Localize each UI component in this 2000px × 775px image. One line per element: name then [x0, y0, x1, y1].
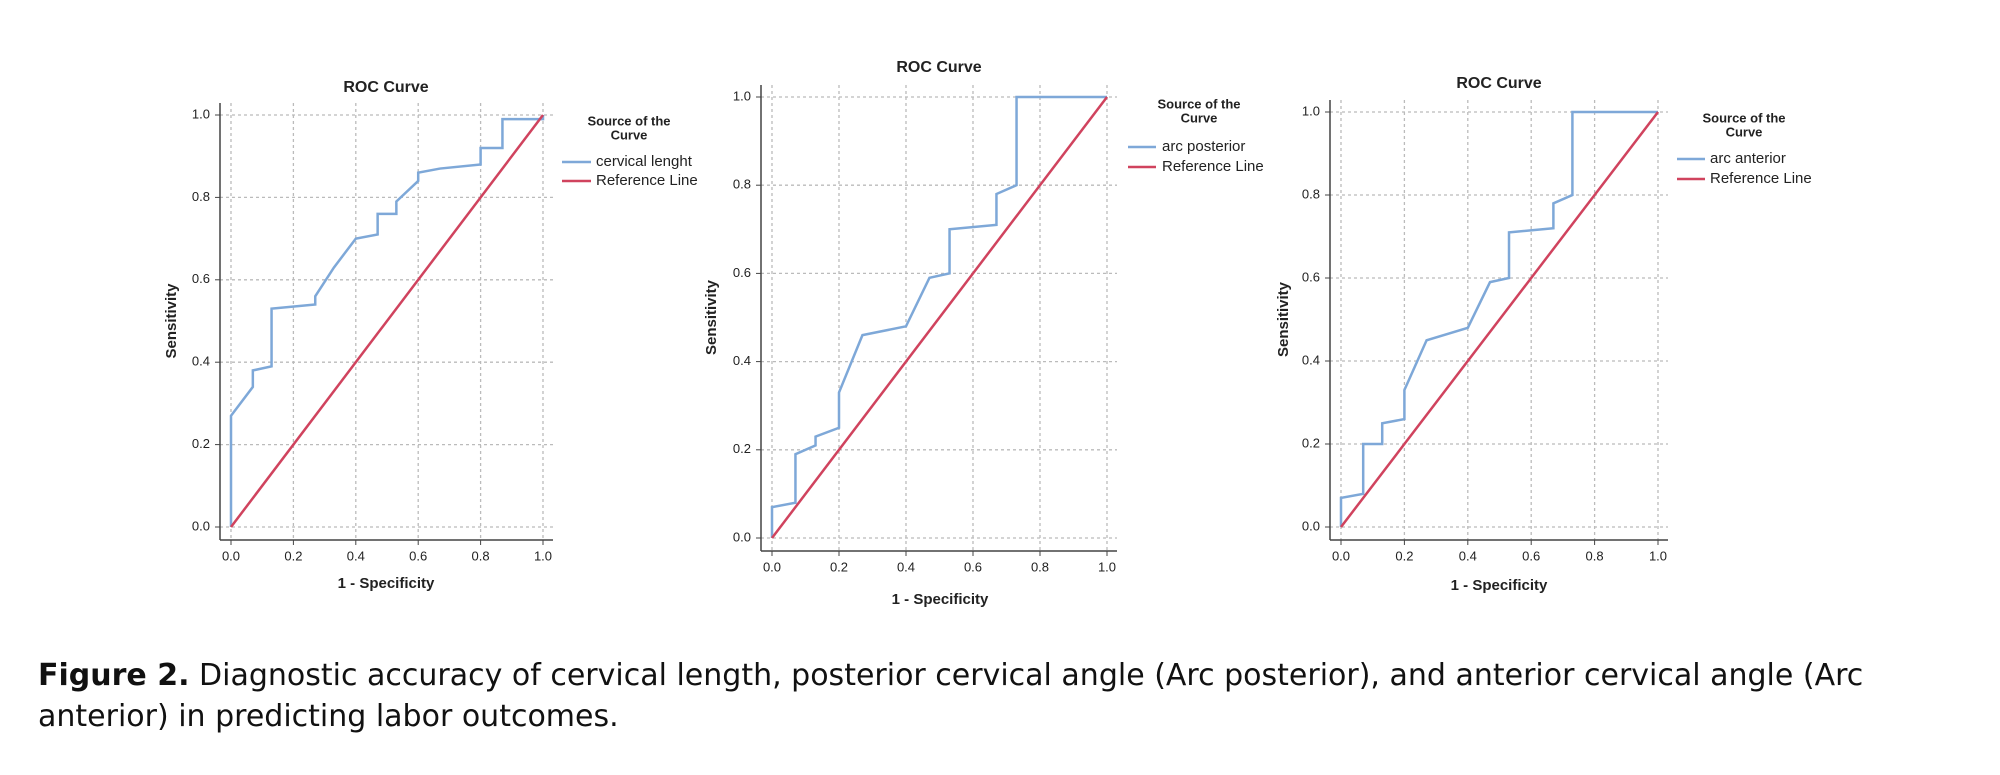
caption-label: Figure 2.: [38, 658, 190, 693]
x-tick-label: 1.0: [1649, 548, 1667, 563]
y-tick-label: 0.8: [1302, 186, 1320, 201]
legend-label: Reference Line: [1710, 170, 1812, 187]
legend-label: Reference Line: [1162, 158, 1264, 175]
y-tick-label: 0.2: [733, 441, 751, 456]
y-tick-label: 0.8: [733, 177, 751, 192]
caption-text: Diagnostic accuracy of cervical length, …: [38, 658, 1864, 734]
y-tick-label: 0.2: [1302, 435, 1320, 450]
x-tick-label: 0.6: [964, 559, 982, 574]
chart-title: ROC Curve: [1456, 75, 1541, 92]
y-tick-label: 0.0: [192, 518, 210, 533]
legend-label: cervical lenght: [596, 153, 693, 170]
x-tick-label: 0.8: [472, 548, 490, 563]
y-tick-label: 1.0: [1302, 103, 1320, 118]
y-tick-label: 0.4: [192, 354, 210, 369]
legend-title: Curve: [611, 127, 648, 142]
chart-title: ROC Curve: [343, 79, 428, 96]
x-tick-label: 0.2: [830, 559, 848, 574]
figure: 0.0 0.2 0.4 0.6 0.8 1.0 0.0 0.2 0.4 0.6 0.8 1.0 ROC …: [163, 59, 1812, 608]
y-tick-label: 0.6: [733, 265, 751, 280]
roc-line: [1340, 111, 1659, 528]
y-tick-label: 0.8: [192, 189, 210, 204]
x-tick-label: 1.0: [534, 548, 552, 563]
legend-title: Source of the: [587, 113, 670, 128]
y-axis-label: Sensitivity: [1275, 281, 1292, 357]
y-tick-label: 0.0: [1302, 518, 1320, 533]
y-tick-label: 0.6: [192, 271, 210, 286]
x-axis-label: 1 - Specificity: [892, 591, 989, 608]
x-axis-label: 1 - Specificity: [1451, 577, 1548, 594]
x-tick-label: 0.2: [1395, 548, 1413, 563]
caption: Figure 2. Diagnostic accuracy of cervica…: [38, 655, 1968, 737]
x-tick-label: 0.0: [222, 548, 240, 563]
x-tick-label: 0.6: [409, 548, 427, 563]
y-tick-label: 0.4: [1302, 352, 1320, 367]
x-tick-label: 0.8: [1031, 559, 1049, 574]
legend-label: arc anterior: [1710, 150, 1786, 167]
legend-title: Curve: [1181, 110, 1218, 125]
x-axis-label: 1 - Specificity: [338, 575, 435, 592]
legend-title: Source of the: [1702, 110, 1785, 125]
x-tick-label: 0.4: [1459, 548, 1477, 563]
legend-title: Source of the: [1157, 96, 1240, 111]
roc-line: [771, 96, 1108, 539]
chart-title: ROC Curve: [896, 59, 981, 76]
legend-title: Curve: [1726, 124, 1763, 139]
y-tick-label: 0.4: [733, 353, 751, 368]
y-axis-label: Sensitivity: [163, 283, 180, 359]
x-tick-label: 0.6: [1522, 548, 1540, 563]
roc-line: [230, 114, 544, 528]
y-tick-label: 1.0: [733, 88, 751, 103]
y-tick-label: 0.0: [733, 529, 751, 544]
legend-label: Reference Line: [596, 172, 698, 189]
x-tick-label: 0.0: [1332, 548, 1350, 563]
x-tick-label: 0.0: [763, 559, 781, 574]
x-tick-label: 1.0: [1098, 559, 1116, 574]
x-tick-label: 0.4: [347, 548, 365, 563]
y-tick-label: 1.0: [192, 106, 210, 121]
roc-line: [1339, 110, 1658, 527]
y-axis-label: Sensitivity: [703, 279, 720, 355]
roc-line: [770, 95, 1107, 538]
legend-label: arc posterior: [1162, 138, 1245, 155]
x-tick-label: 0.8: [1586, 548, 1604, 563]
x-tick-label: 0.4: [897, 559, 915, 574]
y-tick-label: 0.2: [192, 436, 210, 451]
y-tick-label: 0.6: [1302, 269, 1320, 284]
roc-line: [229, 115, 545, 527]
x-tick-label: 0.2: [284, 548, 302, 563]
